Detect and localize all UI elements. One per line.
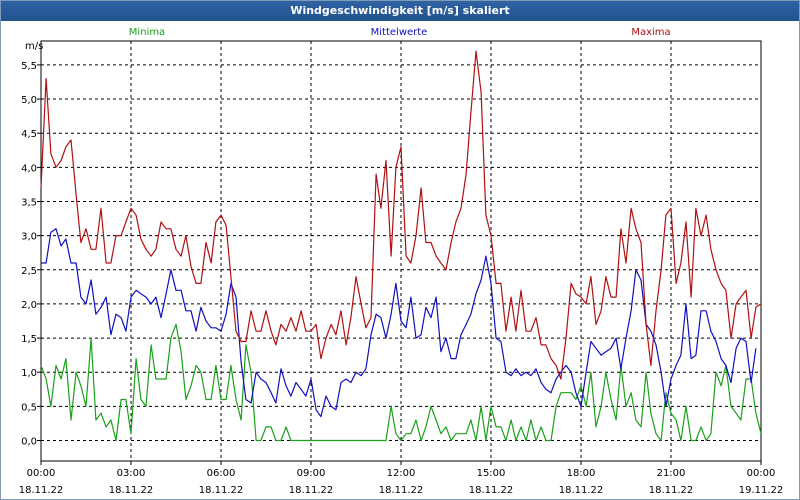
x-axis-ticks: 00:00 18.11.22 03:00 18.11.22 06:00 18.11.22 0…: [19, 461, 784, 496]
y-axis-ticks: 0,0 0,5 1,0 1,5 2,0 2,5 3,0 3,5 4,0 4,5 5,0 5,5: [21, 61, 41, 448]
y-tick-label: 0,0: [21, 437, 37, 448]
x-tick-date: 18.11.22: [469, 485, 514, 496]
series-lines: [40, 50, 762, 442]
y-tick-label: 0,5: [21, 402, 37, 413]
x-tick-date: 18.11.22: [649, 485, 694, 496]
x-tick-date: 18.11.22: [19, 485, 64, 496]
x-tick-date: 19.11.22: [739, 485, 784, 496]
y-tick-label: 2,0: [21, 300, 37, 311]
y-tick-label: 4,5: [21, 129, 37, 140]
legend-maxima: Maxima: [631, 27, 670, 38]
series-line-minima: [40, 323, 762, 442]
x-tick-time: 00:00: [27, 468, 56, 479]
y-tick-label: 3,5: [21, 197, 37, 208]
x-tick-time: 18:00: [567, 468, 596, 479]
legend-minima: Minima: [129, 27, 165, 38]
x-tick-date: 18.11.22: [379, 485, 424, 496]
x-tick-time: 06:00: [207, 468, 236, 479]
x-tick-time: 03:00: [117, 468, 146, 479]
series-line-maxima: [40, 50, 762, 380]
x-tick-date: 18.11.22: [289, 485, 334, 496]
x-tick-date: 18.11.22: [199, 485, 244, 496]
x-tick-time: 12:00: [387, 468, 416, 479]
y-tick-label: 5,0: [21, 95, 37, 106]
legend-mittelwerte: Mittelwerte: [371, 27, 428, 38]
x-tick-time: 00:00: [747, 468, 776, 479]
grid-lines: [41, 41, 761, 461]
wind-speed-chart: m/s Minima Mittelwerte Maxima 0,0 0,5 1,0 1…: [19, 27, 784, 496]
y-tick-label: 1,5: [21, 334, 37, 345]
y-tick-label: 2,5: [21, 266, 37, 277]
y-tick-label: 3,0: [21, 232, 37, 243]
window-title: Windgeschwindigkeit [m/s] skaliert: [1, 1, 799, 21]
y-axis-unit-label: m/s: [25, 41, 43, 52]
x-tick-date: 18.11.22: [559, 485, 604, 496]
x-tick-time: 09:00: [297, 468, 326, 479]
series-line-mittelwerte: [41, 228, 757, 418]
x-tick-date: 18.11.22: [109, 485, 154, 496]
x-tick-time: 15:00: [477, 468, 506, 479]
y-tick-label: 5,5: [21, 61, 37, 72]
y-tick-label: 1,0: [21, 368, 37, 379]
x-tick-time: 21:00: [657, 468, 686, 479]
y-tick-label: 4,0: [21, 163, 37, 174]
